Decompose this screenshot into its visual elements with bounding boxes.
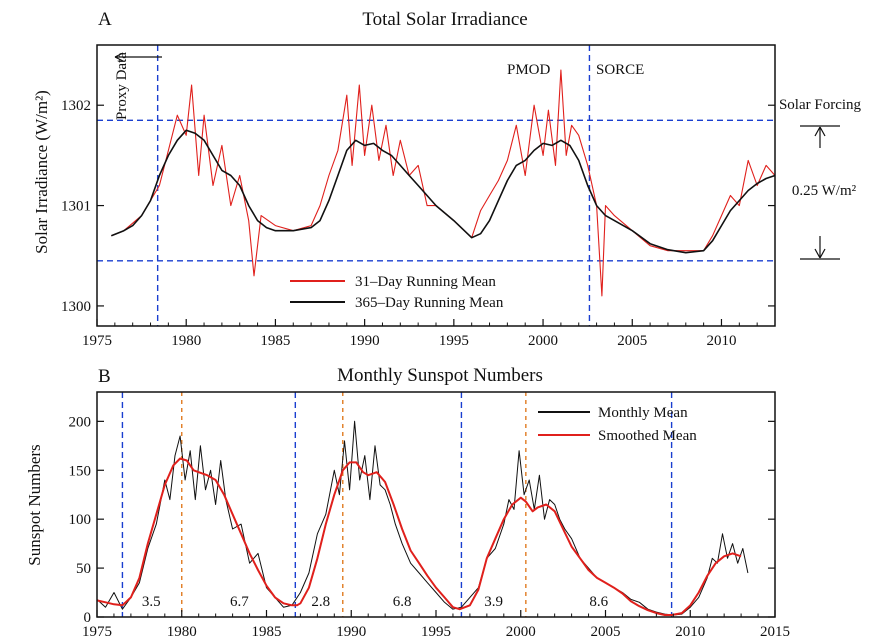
legend-label-monthly: Monthly Mean <box>598 405 688 421</box>
x-tick-label-1980: 1980 <box>171 333 201 349</box>
x-tick-label-2010: 2010 <box>675 624 705 640</box>
panel-a-frame <box>96 44 776 327</box>
pmod-label: PMOD <box>507 62 551 78</box>
panel-b-phase-labels: 3.5 6.7 2.8 6.8 3.9 8.6 <box>142 594 609 610</box>
panel-a-series <box>111 69 776 297</box>
panel-a-ylabel: Solar Irradiance (W/m²) <box>32 90 51 254</box>
x-tick-label-2005: 2005 <box>617 333 647 349</box>
panel-a-legend: 31–Day Running Mean 365–Day Running Mean <box>290 274 504 311</box>
sorce-label: SORCE <box>596 62 644 78</box>
panel-b-series <box>96 420 749 616</box>
panel-b-title: Monthly Sunspot Numbers <box>337 365 543 386</box>
panel-b-frame <box>96 391 776 618</box>
x-tick-label-2000: 2000 <box>506 624 536 640</box>
y-tick-label-1302: 1302 <box>61 98 91 114</box>
phase-length-label-3: 6.8 <box>393 594 412 610</box>
y-tick-label-50: 50 <box>76 561 91 577</box>
panel-b-label: B <box>98 366 111 387</box>
legend-label-365day: 365–Day Running Mean <box>355 295 504 311</box>
panel-b-ylabel: Sunspot Numbers <box>25 444 44 565</box>
phase-length-label-0: 3.5 <box>142 594 161 610</box>
y-tick-label-1300: 1300 <box>61 299 91 315</box>
series-monthly-mean <box>96 420 749 616</box>
x-tick-label-1980: 1980 <box>167 624 197 640</box>
series-smoothed-mean <box>96 457 742 616</box>
phase-length-label-2: 2.8 <box>311 594 330 610</box>
x-tick-label-1990: 1990 <box>350 333 380 349</box>
x-tick-label-2005: 2005 <box>591 624 621 640</box>
proxy-data-label: Proxy Data <box>114 52 130 120</box>
x-tick-label-1985: 1985 <box>252 624 282 640</box>
phase-length-label-4: 3.9 <box>484 594 503 610</box>
panel-a-label: A <box>98 9 112 30</box>
panel-b-ticks: 1975 1980 1985 1990 1995 2000 2005 2010 2015 0 50 1… <box>69 414 791 640</box>
x-tick-label-2000: 2000 <box>528 333 558 349</box>
panel-b-reference-lines <box>121 392 673 617</box>
series-365day-running-mean <box>111 129 776 254</box>
y-tick-label-150: 150 <box>69 463 92 479</box>
x-tick-label-2010: 2010 <box>706 333 736 349</box>
solar-forcing-indicator: Solar Forcing 0.25 W/m² <box>779 97 862 260</box>
x-tick-label-1975: 1975 <box>82 333 112 349</box>
x-tick-label-2015: 2015 <box>760 624 790 640</box>
panel-a-title: Total Solar Irradiance <box>362 9 527 30</box>
proxy-data-annotation: Proxy Data <box>114 52 162 120</box>
x-tick-label-1985: 1985 <box>260 333 290 349</box>
y-tick-label-100: 100 <box>69 512 92 528</box>
x-tick-label-1990: 1990 <box>336 624 366 640</box>
y-tick-label-200: 200 <box>69 414 92 430</box>
panel-a-reference-lines <box>97 45 775 326</box>
legend-label-smoothed: Smoothed Mean <box>598 428 697 444</box>
panel-a-ticks: 1975 1980 1985 1990 1995 2000 2005 2010 1300 1301… <box>61 98 776 349</box>
x-tick-label-1995: 1995 <box>439 333 469 349</box>
x-tick-label-1995: 1995 <box>421 624 451 640</box>
solar-forcing-title: Solar Forcing <box>779 97 862 113</box>
y-tick-label-0: 0 <box>84 610 92 626</box>
panel-b-legend: Monthly Mean Smoothed Mean <box>538 405 697 444</box>
series-31day-running-mean <box>111 69 776 297</box>
phase-length-label-1: 6.7 <box>230 594 249 610</box>
solar-forcing-value: 0.25 W/m² <box>792 183 857 199</box>
x-tick-label-1975: 1975 <box>82 624 112 640</box>
phase-length-label-5: 8.6 <box>589 594 608 610</box>
legend-label-31day: 31–Day Running Mean <box>355 274 496 290</box>
y-tick-label-1301: 1301 <box>61 199 91 215</box>
